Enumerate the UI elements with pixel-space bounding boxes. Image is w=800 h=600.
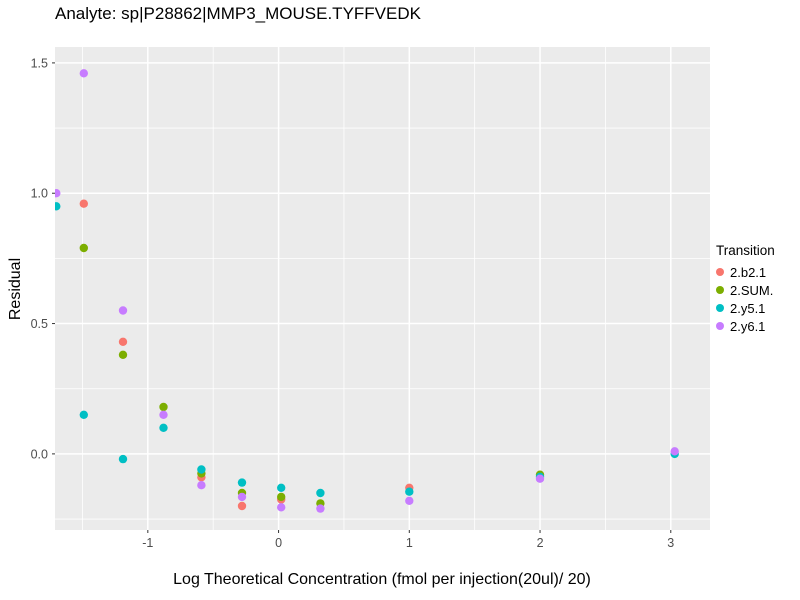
svg-text:0.0: 0.0 — [31, 447, 48, 461]
legend-swatch — [716, 304, 724, 312]
legend-item-label: 2.y5.1 — [730, 300, 766, 316]
data-point — [277, 483, 286, 492]
data-point — [405, 487, 414, 496]
data-point — [535, 474, 545, 483]
data-point — [159, 410, 168, 419]
svg-text:0: 0 — [275, 536, 282, 550]
series-2.y6.1 — [55, 69, 679, 513]
legend-item-label: 2.y6.1 — [730, 318, 766, 334]
data-point — [316, 504, 325, 513]
x-tick-labels: -1 0 1 2 3 — [142, 536, 674, 550]
data-point — [237, 492, 247, 502]
plot-panel — [55, 47, 710, 530]
data-point — [237, 501, 247, 511]
legend-item-label: 2.SUM. — [730, 282, 774, 298]
legend-title: Transition — [716, 243, 775, 258]
data-point — [197, 465, 206, 474]
data-point — [55, 202, 61, 211]
svg-text:3: 3 — [667, 536, 674, 550]
data-point — [118, 337, 128, 346]
svg-text:1.0: 1.0 — [31, 187, 48, 201]
svg-text:-1: -1 — [142, 536, 153, 550]
data-point — [118, 306, 128, 315]
axis-ticks — [52, 62, 672, 533]
data-point — [79, 243, 89, 253]
legend-item: 2.y5.1 — [716, 299, 775, 317]
data-point — [405, 496, 414, 505]
data-point — [118, 454, 128, 464]
minor-gridlines — [55, 47, 710, 530]
legend-item: 2.b2.1 — [716, 263, 775, 281]
data-point — [316, 488, 325, 498]
legend-swatch — [716, 286, 724, 294]
data-point — [277, 492, 286, 502]
series-2.y5.1 — [55, 202, 679, 498]
data-point — [79, 199, 89, 208]
legend-item-label: 2.b2.1 — [730, 264, 767, 280]
y-tick-labels: 0.0 0.5 1.0 1.5 — [31, 56, 48, 461]
data-point — [79, 69, 89, 78]
y-axis-title: Residual — [7, 257, 24, 321]
x-axis-title: Log Theoretical Concentration (fmol per … — [173, 571, 591, 588]
legend-swatch — [716, 268, 724, 276]
major-gridlines — [55, 47, 710, 530]
data-point — [118, 350, 128, 359]
data-point — [237, 478, 247, 487]
legend: Transition 2.b2.1 2.SUM. 2.y5.1 2.y6.1 — [716, 243, 775, 335]
data-point — [670, 447, 679, 456]
data-point — [159, 402, 168, 412]
svg-text:1.5: 1.5 — [31, 56, 48, 70]
legend-swatch — [716, 322, 724, 330]
svg-text:1: 1 — [406, 536, 413, 550]
data-point — [277, 503, 286, 512]
plot-title: Analyte: sp|P28862|MMP3_MOUSE.TYFFVEDK — [55, 4, 421, 23]
svg-text:0.5: 0.5 — [31, 317, 48, 331]
legend-item: 2.y6.1 — [716, 317, 775, 335]
data-points — [55, 69, 679, 513]
data-point — [79, 410, 89, 419]
legend-item: 2.SUM. — [716, 281, 775, 299]
data-point — [55, 189, 61, 198]
svg-text:2: 2 — [537, 536, 544, 550]
data-point — [197, 481, 206, 490]
legend-items: 2.b2.1 2.SUM. 2.y5.1 2.y6.1 — [716, 263, 775, 335]
data-point — [159, 423, 168, 432]
